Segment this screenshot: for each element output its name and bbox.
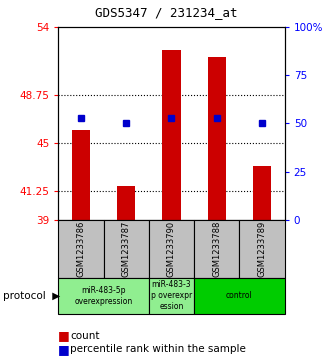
Text: count: count	[70, 331, 100, 341]
Text: ■: ■	[58, 329, 70, 342]
Bar	[117, 186, 135, 220]
Text: GSM1233787: GSM1233787	[122, 220, 131, 277]
Text: GDS5347 / 231234_at: GDS5347 / 231234_at	[95, 6, 238, 19]
Text: miR-483-5p
overexpression: miR-483-5p overexpression	[75, 286, 133, 306]
Text: ■: ■	[58, 343, 70, 356]
Text: GSM1233788: GSM1233788	[212, 220, 221, 277]
Text: miR-483-3
p overexpr
ession: miR-483-3 p overexpr ession	[151, 280, 192, 311]
Text: GSM1233786: GSM1233786	[76, 220, 86, 277]
Bar	[208, 57, 226, 220]
Text: protocol  ▶: protocol ▶	[3, 291, 61, 301]
Bar	[163, 50, 180, 220]
Text: control: control	[226, 291, 253, 300]
Text: GSM1233789: GSM1233789	[257, 221, 267, 277]
Bar	[72, 130, 90, 220]
Text: percentile rank within the sample: percentile rank within the sample	[70, 344, 246, 354]
Text: GSM1233790: GSM1233790	[167, 221, 176, 277]
Bar	[253, 166, 271, 220]
